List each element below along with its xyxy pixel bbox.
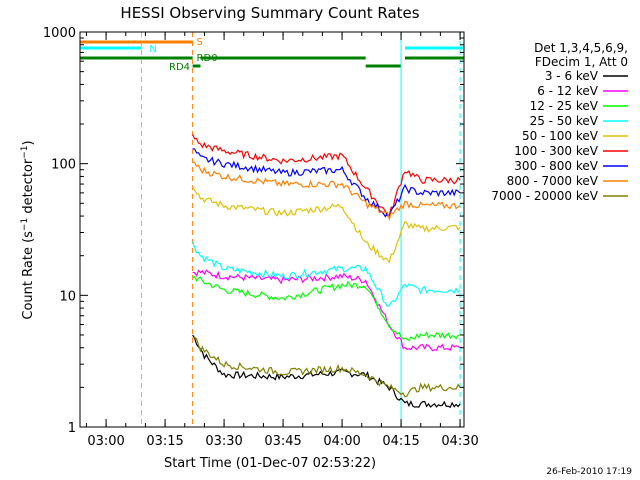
legend-header-line-2: FDecim 1, Att 0: [535, 55, 628, 69]
state-bar-label: RD4: [169, 62, 190, 73]
x-tick-label: 03:15: [146, 434, 183, 449]
series-line: [192, 334, 461, 409]
y-tick-label: 10: [59, 289, 76, 304]
x-tick-label: 03:00: [87, 434, 124, 449]
state-bar-label: RD0: [197, 53, 218, 64]
legend-label: 50 - 100 keV: [522, 129, 599, 143]
series-line: [192, 160, 461, 222]
series-line: [192, 186, 461, 264]
series-line: [192, 269, 461, 352]
legend-label: 12 - 25 keV: [530, 99, 599, 113]
y-tick-label: 100: [51, 158, 76, 173]
state-bar-label: S: [197, 37, 203, 48]
plot-frame: [79, 31, 465, 428]
state-bars: S N RD0 RD4: [80, 37, 464, 73]
x-tick-label: 04:00: [323, 434, 360, 449]
x-tick-label: 04:30: [441, 434, 478, 449]
series-lines: [192, 134, 461, 409]
y-tick-label: 1: [68, 421, 76, 436]
legend-label: 100 - 300 keV: [514, 144, 598, 158]
chart-title: HESSI Observing Summary Count Rates: [120, 4, 419, 22]
legend-label: 800 - 7000 keV: [507, 174, 599, 188]
series-line: [192, 241, 461, 307]
legend-label: 3 - 6 keV: [545, 69, 599, 83]
legend-header-line-1: Det 1,3,4,5,6,9,: [534, 41, 628, 55]
series-line: [192, 336, 461, 398]
series-line: [192, 275, 461, 342]
x-tick-label: 03:45: [264, 434, 301, 449]
x-tick-label: 04:15: [382, 434, 419, 449]
y-tick-label: 1000: [43, 26, 76, 41]
legend-label: 7000 - 20000 keV: [491, 189, 598, 203]
x-tick-label: 03:30: [205, 434, 242, 449]
legend-label: 6 - 12 keV: [537, 84, 599, 98]
y-axis-label: Count Rate (s−1 detector−1): [20, 140, 36, 319]
legend: Det 1,3,4,5,6,9, FDecim 1, Att 0 3 - 6 k…: [491, 41, 628, 203]
y-axis: 1 10 100 1000: [43, 26, 464, 436]
state-bar-label: N: [149, 44, 156, 55]
timestamp: 26-Feb-2010 17:19: [546, 467, 632, 477]
x-axis: 03:00 03:15 03:30 03:45 04:00 04:15 04:30: [85, 32, 479, 449]
x-axis-label: Start Time (01-Dec-07 02:53:22): [164, 456, 376, 471]
series-line: [192, 148, 461, 220]
series-line: [192, 134, 461, 217]
legend-label: 25 - 50 keV: [530, 114, 599, 128]
legend-label: 300 - 800 keV: [514, 159, 598, 173]
